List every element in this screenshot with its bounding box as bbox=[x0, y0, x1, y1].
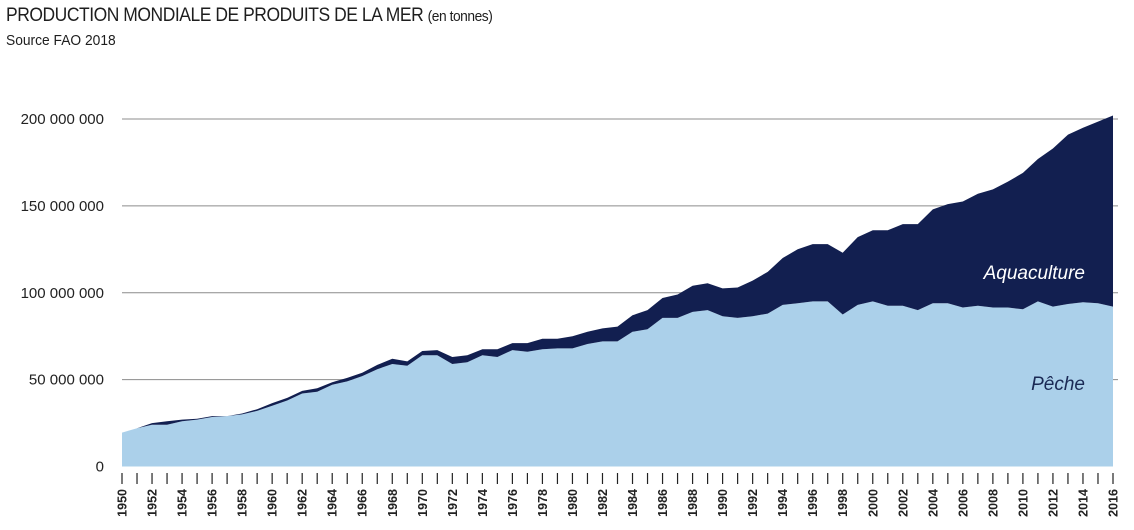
x-tick-label: 1976 bbox=[506, 489, 520, 517]
series-label-aquaculture: Aquaculture bbox=[983, 263, 1085, 284]
x-tick-label: 1956 bbox=[206, 489, 220, 517]
y-tick-label: 200 000 000 bbox=[21, 111, 104, 128]
x-tick-label: 2000 bbox=[866, 489, 880, 517]
x-tick-label: 2008 bbox=[986, 489, 1000, 517]
x-tick-label: 2006 bbox=[956, 489, 970, 517]
x-tick-label: 2014 bbox=[1076, 489, 1090, 517]
area-aquaculture bbox=[122, 115, 1113, 433]
chart-subtitle: Source FAO 2018 bbox=[6, 32, 116, 49]
y-tick-label: 100 000 000 bbox=[21, 285, 104, 302]
x-tick-label: 2010 bbox=[1016, 489, 1030, 517]
x-tick-label: 1974 bbox=[476, 489, 490, 517]
x-tick-label: 1952 bbox=[146, 489, 160, 517]
x-tick-label: 1972 bbox=[446, 489, 460, 517]
chart-title-unit: (en tonnes) bbox=[427, 8, 493, 25]
x-tick-label: 2002 bbox=[896, 489, 910, 517]
x-tick-label: 1978 bbox=[536, 489, 550, 517]
y-axis: 0 50 000 000 100 000 000 150 000 000 200 000… bbox=[21, 111, 104, 476]
x-tick-label: 1970 bbox=[416, 489, 430, 517]
x-tick-label: 1966 bbox=[356, 489, 370, 517]
x-tick-label: 1994 bbox=[776, 489, 790, 517]
x-tick-label: 1986 bbox=[656, 489, 670, 517]
y-tick-label: 50 000 000 bbox=[29, 372, 104, 389]
y-tick-label: 150 000 000 bbox=[21, 198, 104, 215]
area-pche bbox=[122, 301, 1113, 467]
x-tick-label: 1982 bbox=[596, 489, 610, 517]
x-tick-label: 2004 bbox=[926, 489, 940, 517]
series-label-peche: Pêche bbox=[1031, 374, 1085, 395]
x-tick-label: 1968 bbox=[386, 489, 400, 517]
chart-title: PRODUCTION MONDIALE DE PRODUITS DE LA ME… bbox=[6, 5, 493, 27]
x-tick-label: 1958 bbox=[236, 489, 250, 517]
x-tick-label: 2016 bbox=[1107, 489, 1121, 517]
x-tick-label: 1954 bbox=[176, 489, 190, 517]
x-tick-label: 1960 bbox=[266, 489, 280, 517]
chart-title-text: PRODUCTION MONDIALE DE PRODUITS DE LA ME… bbox=[6, 5, 424, 26]
x-tick-label: 1996 bbox=[806, 489, 820, 517]
x-tick-label: 1992 bbox=[746, 489, 760, 517]
x-axis: 1950 1952 1954 1956 1958 1960 1962 1964 1966 1968… bbox=[116, 473, 1121, 517]
x-tick-label: 1990 bbox=[716, 489, 730, 517]
x-tick-label: 1998 bbox=[836, 489, 850, 517]
x-tick-label: 1980 bbox=[566, 489, 580, 517]
x-tick-label: 1950 bbox=[116, 489, 130, 517]
x-tick-label: 1964 bbox=[326, 489, 340, 517]
area-series bbox=[122, 115, 1113, 467]
y-tick-label: 0 bbox=[96, 459, 104, 476]
x-tick-label: 1988 bbox=[686, 489, 700, 517]
x-tick-label: 2012 bbox=[1046, 489, 1060, 517]
x-tick-label: 1984 bbox=[626, 489, 640, 517]
x-tick-label: 1962 bbox=[296, 489, 310, 517]
